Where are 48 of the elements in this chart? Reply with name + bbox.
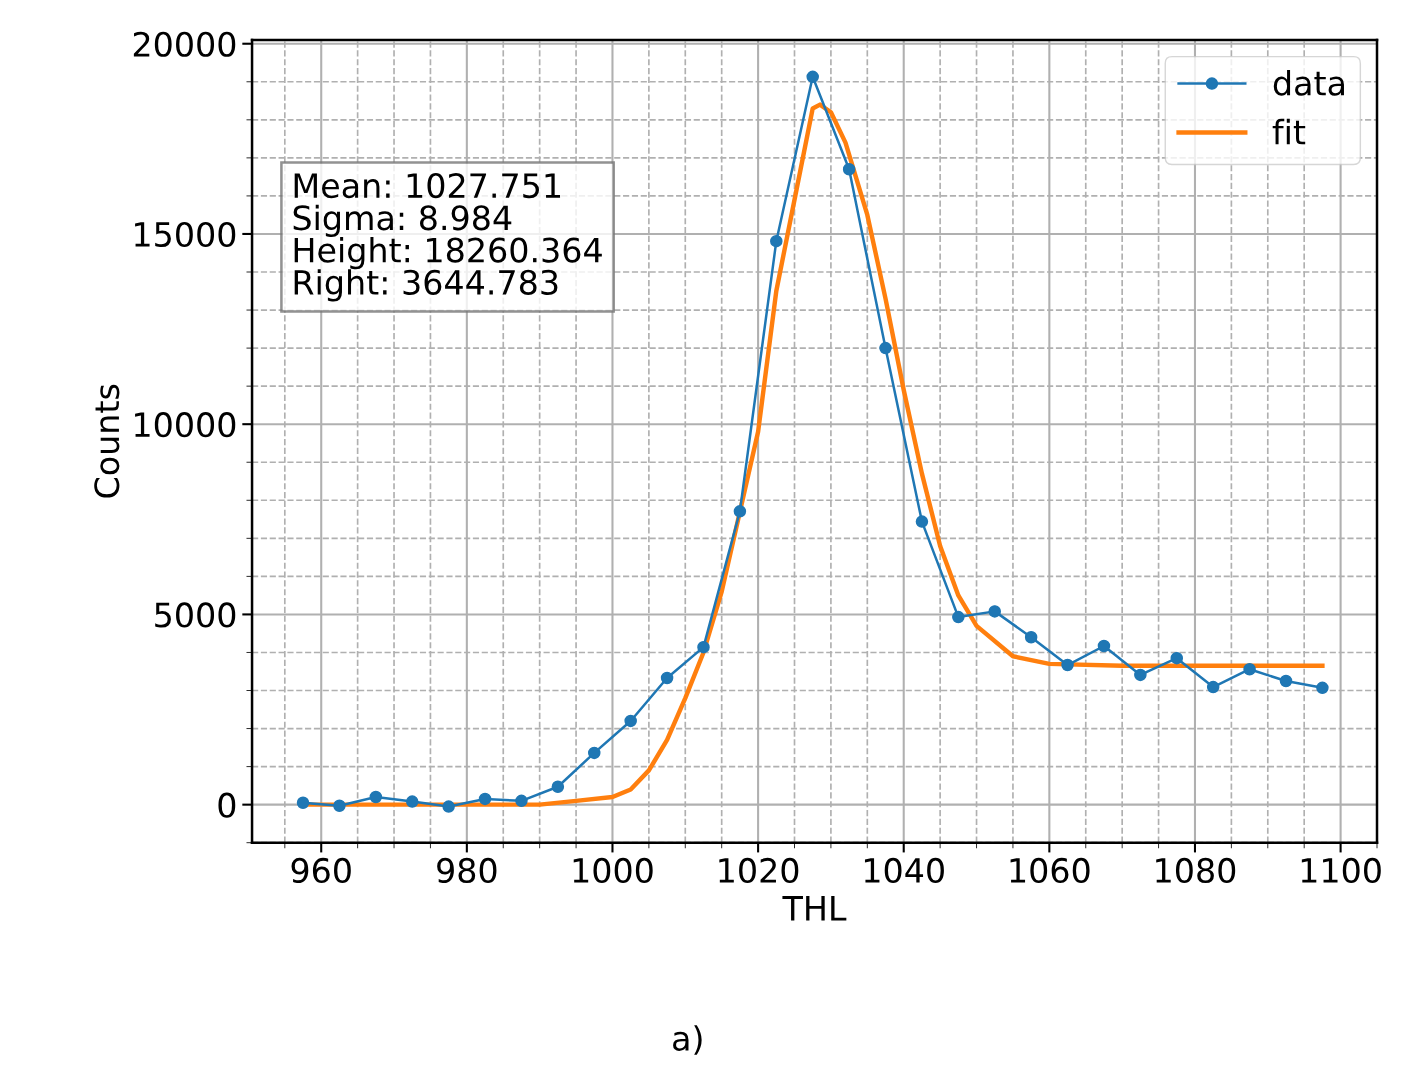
legend-label: data	[1273, 69, 1344, 96]
point	[1061, 658, 1074, 672]
point	[915, 515, 929, 528]
point	[1097, 639, 1111, 653]
y-tick-label: 10000	[135, 412, 236, 438]
point	[842, 163, 856, 176]
x-tick-label: 1000	[573, 857, 653, 884]
y-tick-label: 20000	[133, 31, 236, 57]
y-axis-title: Counts	[94, 384, 120, 498]
point	[1024, 630, 1038, 644]
point	[1279, 674, 1293, 688]
point	[988, 605, 1001, 618]
point	[442, 800, 455, 813]
text: a)	[673, 1025, 702, 1055]
point	[588, 746, 601, 760]
y-tick-label: 15000	[135, 221, 236, 248]
point	[515, 794, 528, 808]
y-tick-label: 5000	[155, 602, 236, 628]
point	[333, 799, 346, 813]
point	[1316, 681, 1329, 695]
x-tick-label: 960	[291, 857, 351, 884]
point	[551, 780, 565, 794]
x-tick-label: 1080	[1156, 857, 1236, 884]
x-tick-label: 980	[437, 857, 497, 884]
point	[952, 610, 965, 624]
point	[405, 795, 419, 808]
point	[660, 671, 674, 685]
x-tick-label: 1060	[1010, 857, 1090, 884]
point	[806, 70, 819, 84]
point	[478, 792, 492, 806]
point	[296, 796, 310, 810]
annotation: Mean: 1027.751 Sigma: 8.984 Height: 18260.364 Right: 3644.783	[293, 172, 602, 302]
point	[1170, 651, 1184, 665]
point	[1243, 662, 1256, 676]
point	[697, 640, 710, 654]
legend-label: fit	[1272, 118, 1306, 145]
y-tick-label: 0	[218, 792, 236, 818]
x-axis-title: THL	[782, 896, 847, 921]
point	[1134, 668, 1147, 682]
x-tick-label: 1100	[1301, 857, 1381, 884]
x-tick-label: 1040	[864, 857, 944, 884]
point	[369, 790, 383, 804]
point	[770, 234, 783, 248]
x-tick-label: 1020	[719, 857, 799, 884]
point	[879, 341, 892, 355]
point	[733, 505, 747, 518]
point	[1206, 680, 1220, 694]
point	[624, 714, 637, 728]
